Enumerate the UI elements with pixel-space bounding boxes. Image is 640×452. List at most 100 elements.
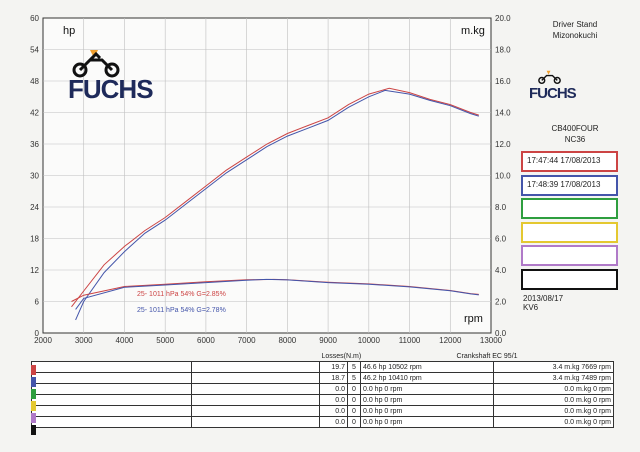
y-right-tick-label: 12.0 bbox=[495, 140, 511, 149]
losses-cell-c1 bbox=[31, 405, 192, 417]
losses-header: Losses(N.m) bbox=[321, 352, 361, 360]
losses-cell-hp: 0.0 hp 0 rpm bbox=[360, 416, 494, 428]
run-box: 17:47:44 17/08/2013 bbox=[521, 151, 618, 172]
run-box: 17:48:39 17/08/2013 bbox=[521, 175, 618, 196]
fuchs-logo: FUCHS bbox=[66, 48, 154, 106]
losses-row: 0.0 0 0.0 hp 0 rpm 0.0 m.kg 0 rpm bbox=[31, 394, 614, 406]
losses-row: 0.0 0 0.0 hp 0 rpm 0.0 m.kg 0 rpm bbox=[31, 383, 614, 395]
run-label: 17:48:39 17/08/2013 bbox=[527, 180, 601, 189]
row-color-swatch bbox=[31, 365, 36, 375]
losses-cell-c2 bbox=[191, 361, 320, 373]
y-right-tick-label: 20.0 bbox=[495, 14, 511, 23]
y-right-tick-label: 18.0 bbox=[495, 46, 511, 55]
model-name: CB400FOUR bbox=[551, 124, 599, 133]
y-right-tick-label: 2.0 bbox=[495, 298, 507, 307]
test-code: KV6 bbox=[523, 303, 539, 312]
losses-cell-hp: 0.0 hp 0 rpm bbox=[360, 383, 494, 395]
x-tick-label: 12000 bbox=[439, 336, 462, 345]
y-right-tick-label: 16.0 bbox=[495, 77, 511, 86]
x-tick-label: 7000 bbox=[238, 336, 256, 345]
losses-row: 0.0 0 0.0 hp 0 rpm 0.0 m.kg 0 rpm bbox=[31, 405, 614, 417]
y-right-tick-label: 6.0 bbox=[495, 235, 507, 244]
losses-cell-b: 0 bbox=[347, 405, 361, 417]
dealer-line-2: Mizonokuchi bbox=[552, 31, 598, 40]
y-right-tick-label: 0.0 bbox=[495, 329, 507, 338]
losses-cell-c1 bbox=[31, 383, 192, 395]
x-tick-label: 4000 bbox=[116, 336, 134, 345]
losses-cell-hp: 0.0 hp 0 rpm bbox=[360, 405, 494, 417]
losses-cell-a: 19.7 bbox=[319, 361, 348, 373]
row-color-swatch bbox=[31, 377, 36, 387]
losses-cell-b: 0 bbox=[347, 394, 361, 406]
row-color-swatch bbox=[31, 425, 36, 435]
losses-row: 0.0 0 0.0 hp 0 rpm 0.0 m.kg 0 rpm bbox=[31, 416, 614, 428]
losses-cell-c2 bbox=[191, 394, 320, 406]
losses-cell-a: 0.0 bbox=[319, 416, 348, 428]
test-date: 2013/08/17 bbox=[523, 294, 564, 303]
y-left-tick-label: 60 bbox=[30, 14, 39, 23]
y-left-tick-label: 18 bbox=[30, 235, 39, 244]
losses-cell-mkg: 3.4 m.kg 7669 rpm bbox=[493, 361, 614, 373]
series-line bbox=[75, 89, 479, 321]
losses-cell-mkg: 0.0 m.kg 0 rpm bbox=[493, 416, 614, 428]
run-box bbox=[521, 245, 618, 266]
y-left-tick-label: 36 bbox=[30, 140, 39, 149]
crank-header: Crankshaft EC 95/1 bbox=[456, 352, 518, 360]
row-color-swatch bbox=[31, 401, 36, 411]
y-right-unit: m.kg bbox=[461, 25, 485, 37]
x-tick-label: 9000 bbox=[319, 336, 337, 345]
run-box bbox=[521, 198, 618, 219]
losses-cell-hp: 0.0 hp 0 rpm bbox=[360, 394, 494, 406]
losses-cell-hp: 46.2 hp 10410 rpm bbox=[360, 372, 494, 384]
losses-cell-a: 0.0 bbox=[319, 405, 348, 417]
losses-cell-c1 bbox=[31, 372, 192, 384]
y-left-tick-label: 54 bbox=[30, 46, 39, 55]
x-tick-label: 8000 bbox=[278, 336, 296, 345]
x-tick-label: 5000 bbox=[156, 336, 174, 345]
annotation-run-1: 25- 1011 hPa 54% G=2.85% bbox=[137, 291, 226, 298]
losses-cell-b: 5 bbox=[347, 361, 361, 373]
losses-cell-mkg: 0.0 m.kg 0 rpm bbox=[493, 405, 614, 417]
losses-cell-mkg: 0.0 m.kg 0 rpm bbox=[493, 394, 614, 406]
losses-table: Losses(N.m) Crankshaft EC 95/1 19.7 5 46.6… bbox=[31, 351, 614, 428]
y-left-tick-label: 48 bbox=[30, 77, 39, 86]
logo-text: FUCHS bbox=[68, 74, 154, 104]
run-box bbox=[521, 222, 618, 243]
y-left-tick-label: 30 bbox=[30, 172, 39, 181]
series-line bbox=[71, 87, 479, 308]
y-right-tick-label: 10.0 bbox=[495, 172, 511, 181]
series-line bbox=[75, 278, 479, 310]
y-left-unit: hp bbox=[63, 25, 75, 37]
losses-cell-c2 bbox=[191, 416, 320, 428]
losses-cell-a: 0.0 bbox=[319, 394, 348, 406]
side-logo-text: FUCHS bbox=[529, 85, 577, 102]
side-logo: FUCHS bbox=[529, 68, 577, 108]
dealer-line-1: Driver Stand bbox=[552, 20, 598, 29]
losses-row: 18.7 5 46.2 hp 10410 rpm 3.4 m.kg 7489 rpm bbox=[31, 372, 614, 384]
row-color-swatch bbox=[31, 413, 36, 423]
x-tick-label: 11000 bbox=[399, 336, 421, 345]
run-label: 17:47:44 17/08/2013 bbox=[527, 156, 601, 165]
losses-cell-mkg: 0.0 m.kg 0 rpm bbox=[493, 383, 614, 395]
losses-header-row: Losses(N.m) Crankshaft EC 95/1 bbox=[32, 351, 614, 362]
losses-cell-a: 18.7 bbox=[319, 372, 348, 384]
y-right-tick-label: 4.0 bbox=[495, 266, 507, 275]
losses-row: 19.7 5 46.6 hp 10502 rpm 3.4 m.kg 7669 rpm bbox=[31, 361, 614, 373]
losses-cell-b: 5 bbox=[347, 372, 361, 384]
y-right-tick-label: 8.0 bbox=[495, 203, 507, 212]
motorcycle-rider-icon bbox=[538, 70, 561, 85]
x-tick-label: 10000 bbox=[358, 336, 381, 345]
losses-cell-b: 0 bbox=[347, 383, 361, 395]
y-left-tick-label: 12 bbox=[30, 266, 39, 275]
model-code: NC36 bbox=[564, 135, 586, 144]
annotation-run-2: 25- 1011 hPa 54% G=2.78% bbox=[137, 307, 226, 314]
losses-cell-c1 bbox=[31, 394, 192, 406]
losses-cell-mkg: 3.4 m.kg 7489 rpm bbox=[493, 372, 614, 384]
x-tick-label: 6000 bbox=[197, 336, 215, 345]
losses-cell-c2 bbox=[191, 405, 320, 417]
row-color-swatch bbox=[31, 389, 36, 399]
y-left-tick-label: 24 bbox=[30, 203, 39, 212]
losses-cell-c1 bbox=[31, 361, 192, 373]
losses-cell-b: 0 bbox=[347, 416, 361, 428]
y-left-tick-label: 42 bbox=[30, 109, 39, 118]
